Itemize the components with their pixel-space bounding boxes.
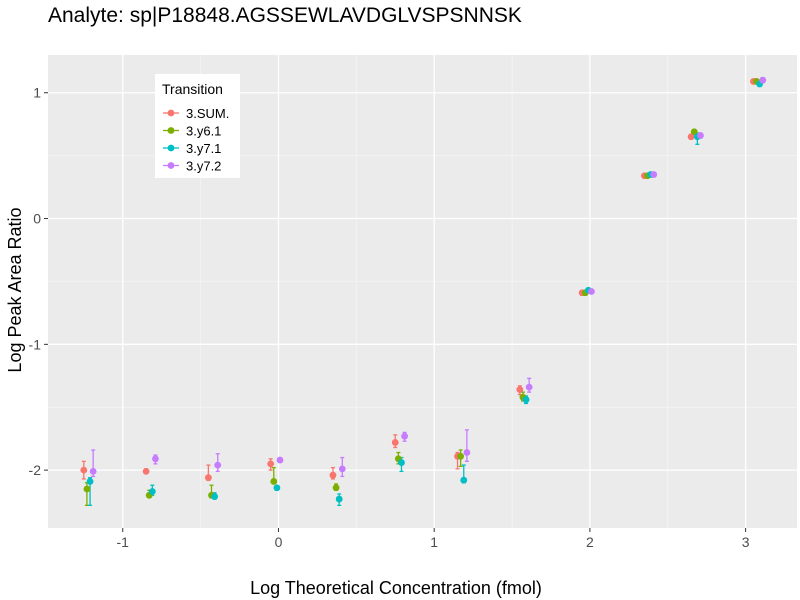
- data-point: [276, 456, 284, 464]
- data-point: [522, 396, 530, 404]
- x-tick-label: -1: [117, 534, 130, 550]
- legend-key-point: [167, 162, 175, 169]
- x-tick-label: 1: [430, 534, 438, 550]
- x-tick-label: 3: [742, 534, 750, 550]
- data-point: [697, 132, 704, 139]
- data-point: [86, 478, 94, 485]
- data-point: [338, 465, 346, 473]
- data-points: [80, 76, 767, 503]
- y-tick-label: 0: [33, 211, 41, 227]
- data-point: [759, 76, 767, 84]
- data-point: [463, 449, 471, 456]
- y-axis-title: Log Peak Area Ratio: [5, 207, 25, 372]
- data-point: [460, 476, 468, 484]
- data-point: [80, 466, 88, 474]
- data-point: [152, 455, 159, 463]
- legend-box: [155, 74, 240, 178]
- legend-item-label: 3.y7.2: [186, 159, 221, 174]
- data-point: [335, 495, 343, 503]
- legend-key-point: [167, 109, 175, 117]
- legend-items: 3.SUM. 3.y6.1 3.y7.1 3.y7.2: [163, 106, 229, 174]
- data-point: [148, 488, 156, 495]
- data-point: [650, 171, 658, 178]
- data-point: [142, 467, 150, 475]
- legend-item-label: 3.SUM.: [186, 106, 229, 121]
- data-point: [398, 459, 405, 466]
- y-tick-label: -2: [29, 462, 42, 478]
- data-point: [588, 288, 595, 295]
- data-point: [214, 461, 222, 469]
- x-axis-title: Log Theoretical Concentration (fmol): [250, 578, 542, 598]
- chart-title: Analyte: sp|P18848.AGSSEWLAVDGLVSPSNNSK: [48, 4, 522, 27]
- data-point: [690, 128, 698, 136]
- data-point: [89, 467, 97, 475]
- data-point: [457, 452, 465, 460]
- legend-key-point: [167, 127, 175, 134]
- data-point: [83, 485, 91, 493]
- x-axis-ticks: -1 0 1 2 3: [117, 528, 750, 550]
- data-point: [401, 432, 408, 440]
- data-point: [273, 484, 281, 492]
- data-point: [687, 133, 695, 141]
- legend-item-label: 3.y6.1: [186, 124, 221, 139]
- legend-key-point: [167, 144, 175, 152]
- x-tick-label: 0: [275, 534, 283, 550]
- data-point: [516, 386, 524, 394]
- y-tick-label: -1: [29, 336, 42, 352]
- data-point: [267, 460, 275, 468]
- y-axis-ticks: -2 -1 0 1: [29, 85, 48, 478]
- data-point: [204, 474, 212, 482]
- data-point: [211, 493, 219, 500]
- legend-title: Transition: [162, 81, 223, 97]
- data-point: [391, 439, 399, 446]
- legend-item-label: 3.y7.1: [186, 141, 221, 156]
- data-point: [525, 383, 533, 391]
- legend: Transition 3.SUM. 3.y6.1 3.y7.1 3.y7.2: [155, 74, 240, 178]
- x-tick-label: 2: [586, 534, 594, 550]
- y-tick-label: 1: [33, 85, 41, 101]
- data-point: [270, 478, 278, 485]
- data-point: [332, 484, 340, 492]
- data-point: [329, 471, 337, 479]
